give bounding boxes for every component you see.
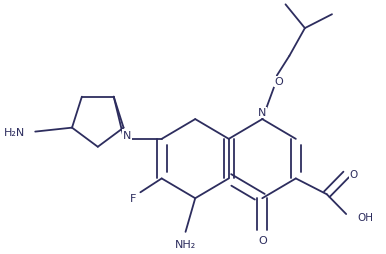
Text: O: O [274, 77, 283, 87]
Text: NH₂: NH₂ [175, 239, 196, 249]
Text: O: O [350, 170, 358, 180]
Text: N: N [123, 130, 131, 140]
Text: O: O [258, 235, 267, 245]
Text: N: N [258, 108, 266, 118]
Text: OH: OH [358, 212, 374, 222]
Text: H₂N: H₂N [4, 127, 25, 137]
Text: F: F [129, 194, 136, 203]
